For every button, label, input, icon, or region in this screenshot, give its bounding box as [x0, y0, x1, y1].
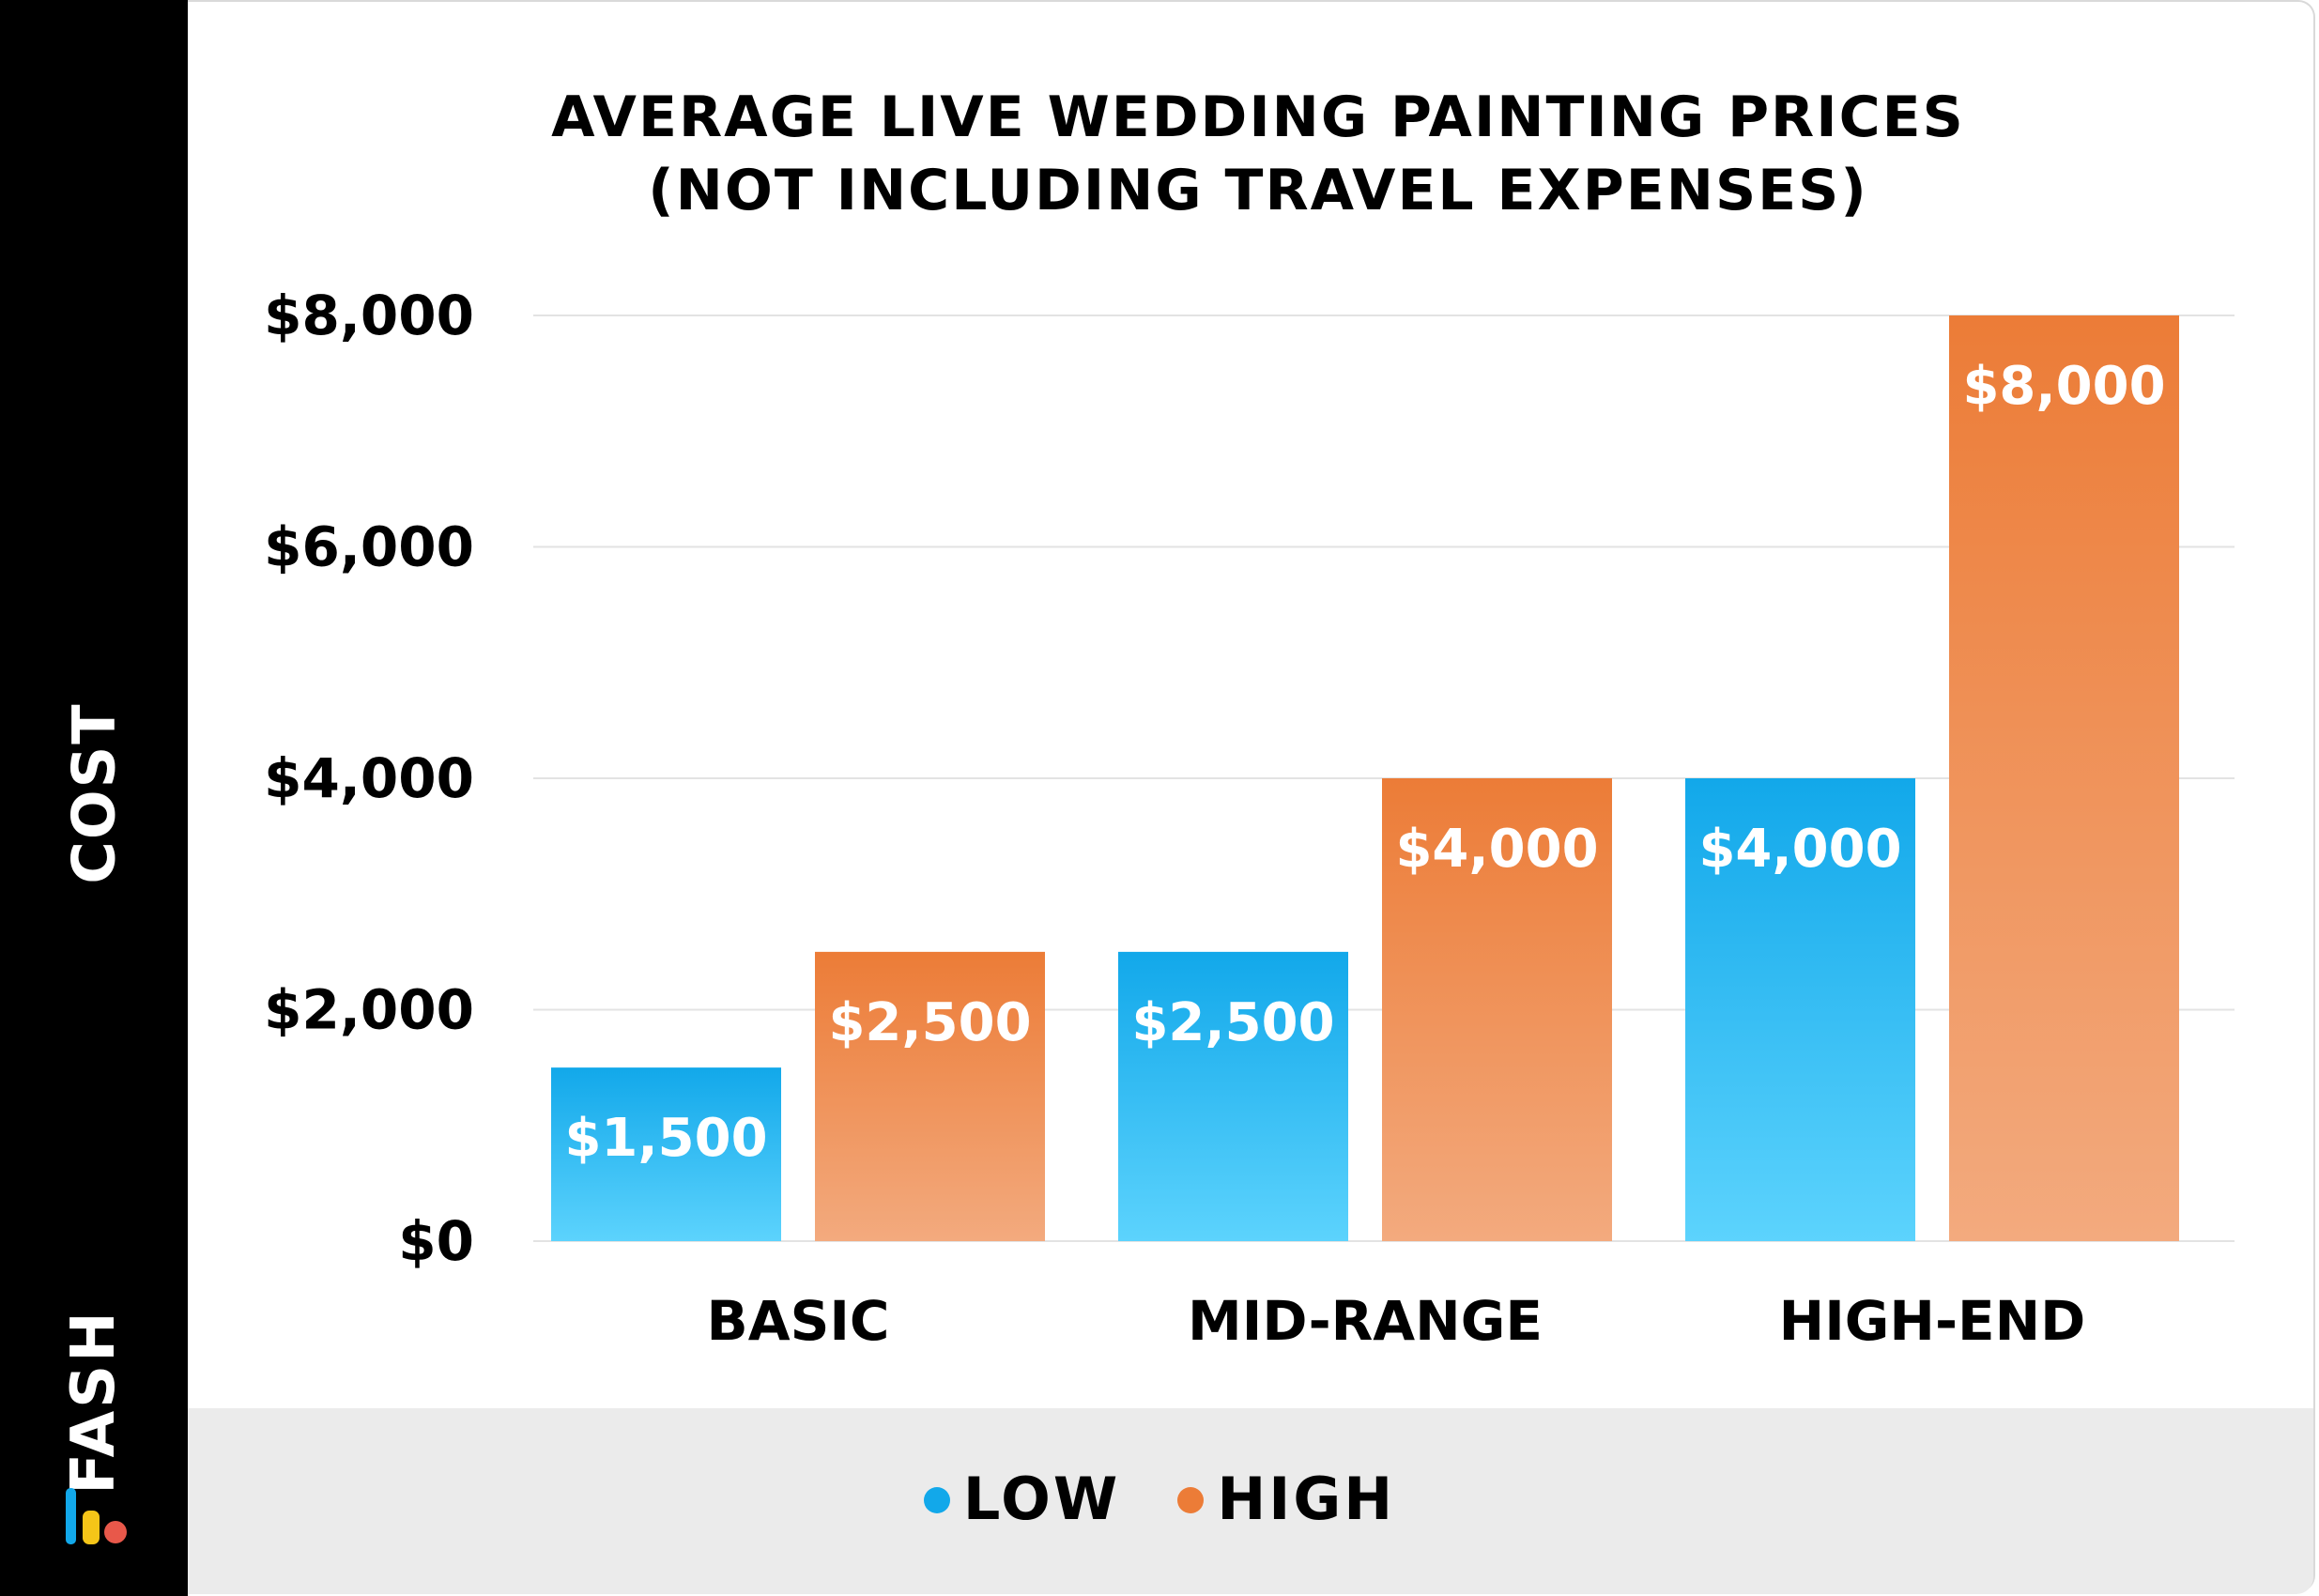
brand-logo-icon [66, 1488, 127, 1544]
legend-dot-high [1177, 1487, 1205, 1513]
legend-item-high: HIGH [1177, 1465, 1395, 1533]
legend: LOW HIGH [0, 1465, 2319, 1533]
data-label: $4,000 [1395, 819, 1598, 880]
data-label: $2,500 [828, 992, 1031, 1053]
bar-high-high-end [1949, 315, 2179, 1241]
bar-low-basic [551, 1067, 781, 1241]
x-category-label: HIGH-END [1779, 1289, 2086, 1353]
legend-label-low: LOW [962, 1465, 1121, 1533]
legend-dot-low [923, 1487, 950, 1513]
bar-low-mid-range [1118, 951, 1348, 1241]
data-label: $2,500 [1131, 992, 1334, 1053]
bar-high-basic [815, 951, 1045, 1241]
chart-plot: $0 $2,000 $4,000 $6,000 $8,000 $1,500 $2,500 $… [264, 284, 2235, 1353]
chart-title-line-1: AVERAGE LIVE WEDDING PAINTING PRICES [551, 84, 1965, 150]
legend-band [188, 1408, 2313, 1594]
data-label: $4,000 [1698, 819, 1901, 880]
legend-label-high: HIGH [1217, 1465, 1396, 1533]
bar-low-high-end [1685, 778, 1915, 1241]
x-category-label: BASIC [706, 1289, 889, 1353]
data-label: $8,000 [1962, 356, 2165, 417]
chart-title-line-2: (NOT INCLUDING TRAVEL EXPENSES) [648, 158, 1868, 223]
y-tick-label: $2,000 [264, 978, 474, 1042]
y-tick-label: $4,000 [264, 746, 474, 810]
y-tick-label: $8,000 [264, 284, 474, 347]
legend-item-low: LOW [923, 1465, 1121, 1533]
side-band [0, 0, 188, 1596]
data-label: $1,500 [564, 1108, 767, 1169]
x-category-label: MID-RANGE [1188, 1289, 1543, 1353]
bar-high-mid-range [1382, 778, 1612, 1241]
y-tick-label: $6,000 [264, 515, 474, 579]
y-tick-label: $0 [398, 1209, 474, 1273]
